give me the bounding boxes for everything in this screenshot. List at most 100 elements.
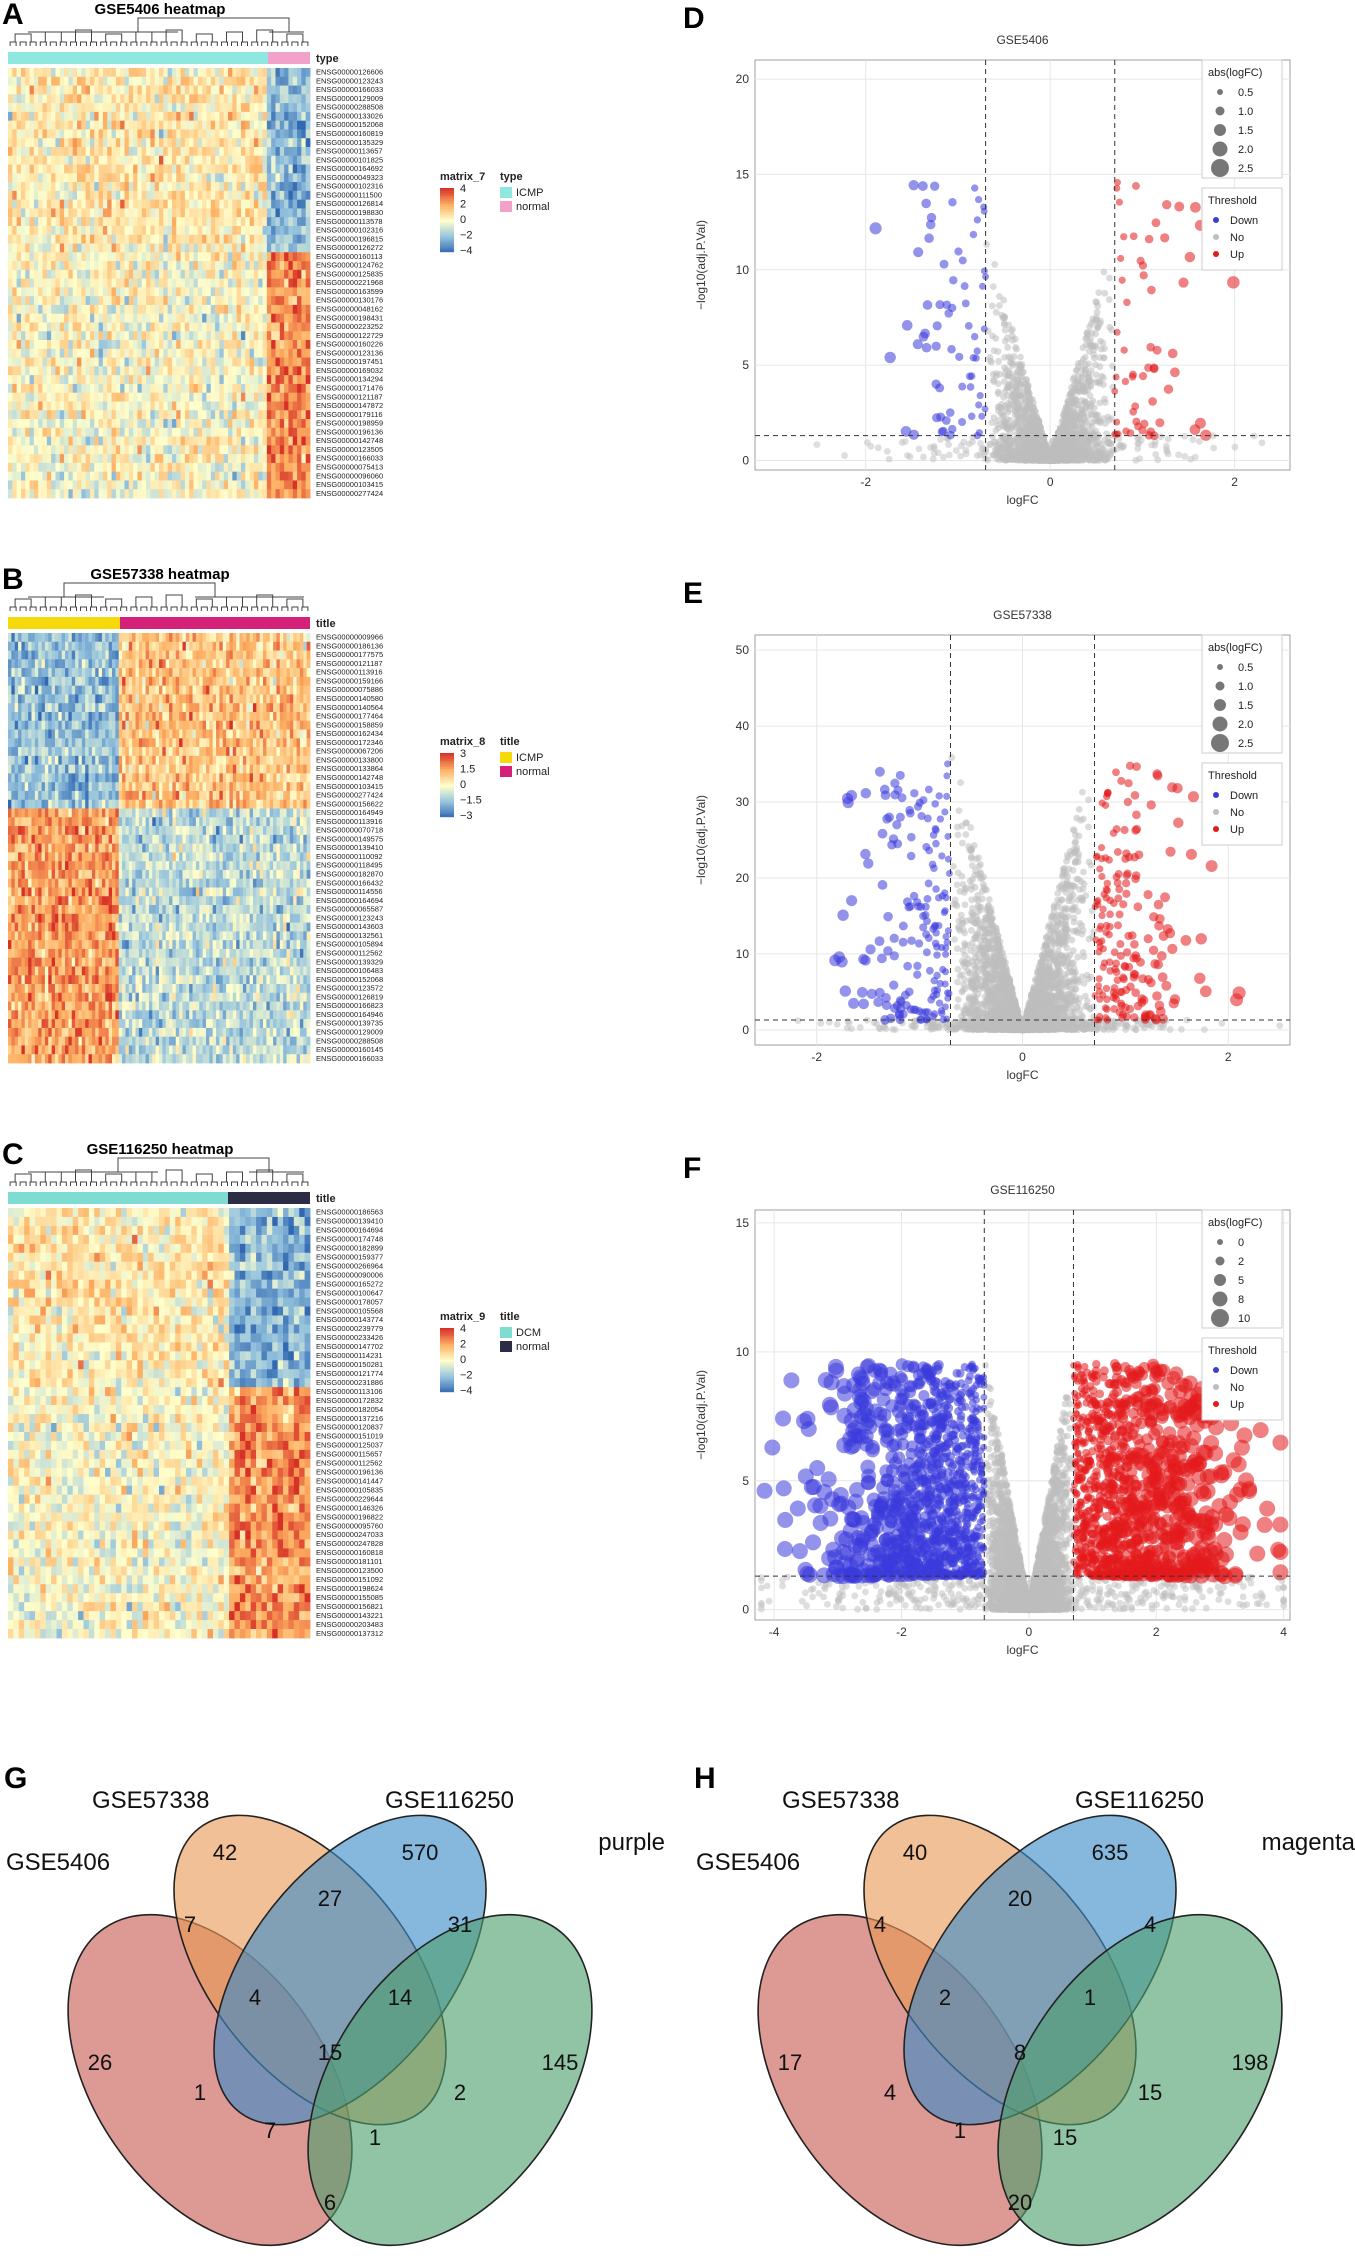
heatmap-cell	[125, 729, 130, 739]
heatmap-cell	[137, 462, 143, 473]
heatmap-cell	[44, 641, 49, 651]
heatmap-cell	[167, 296, 173, 306]
heatmap-cell	[193, 138, 199, 148]
heatmap-cell	[51, 480, 56, 490]
heatmap-cell	[51, 217, 56, 227]
heatmap-cell	[64, 471, 69, 481]
heatmap-cell	[297, 129, 302, 139]
heatmap-cell	[16, 313, 22, 323]
heatmap-cell	[55, 313, 61, 323]
heatmap-cell	[258, 111, 263, 122]
heatmap-cell	[182, 747, 187, 757]
heatmap-cell	[68, 436, 74, 446]
heatmap-cell	[305, 85, 311, 95]
heatmap-cell	[42, 103, 48, 113]
heatmap-cell	[215, 454, 220, 464]
heatmap-cell	[303, 641, 308, 651]
heatmap-cell	[81, 340, 87, 350]
heatmap-cell	[246, 694, 250, 704]
heatmap-cell	[240, 357, 246, 367]
heatmap-cell	[202, 348, 207, 358]
heatmap-cell	[64, 348, 69, 358]
heatmap-cell	[236, 366, 242, 376]
heatmap-cell	[219, 650, 224, 660]
heatmap-cell	[68, 489, 74, 499]
heatmap-cell	[85, 85, 91, 95]
heatmap-cell	[195, 729, 200, 739]
heatmap-cell	[197, 182, 203, 192]
heatmap-cell	[141, 138, 147, 148]
heatmap-cell	[171, 234, 177, 244]
heatmap-cell	[102, 164, 108, 174]
heatmap-cell	[215, 190, 220, 201]
heatmap-cell	[138, 685, 143, 695]
heatmap-cell	[163, 252, 169, 262]
heatmap-cell	[262, 103, 268, 113]
heatmap-cell	[297, 146, 302, 157]
heatmap-cell	[228, 138, 233, 148]
heatmap-cell	[77, 357, 82, 367]
heatmap-cell	[120, 146, 125, 157]
heatmap-cell	[242, 747, 247, 757]
heatmap-cell	[223, 287, 229, 297]
heatmap-cell	[167, 234, 173, 244]
heatmap-cell	[107, 340, 112, 350]
heatmap-cell	[135, 729, 140, 739]
heatmap-cell	[59, 208, 65, 218]
heatmap-cell	[51, 401, 56, 411]
heatmap-cell	[296, 668, 301, 678]
heatmap-cell	[102, 419, 108, 429]
heatmap-cell	[146, 76, 151, 86]
heatmap-cell	[94, 401, 99, 411]
heatmap-cell	[219, 738, 224, 748]
heatmap-cell	[266, 650, 271, 660]
heatmap-cell	[279, 366, 285, 376]
heatmap-cell	[46, 199, 52, 209]
heatmap-cell	[245, 375, 250, 385]
heatmap-cell	[55, 366, 61, 376]
heatmap-cell	[301, 304, 307, 315]
heatmap-cell	[98, 313, 104, 323]
heatmap-cell	[20, 296, 26, 306]
heatmap-cell	[266, 471, 272, 481]
heatmap-cell	[8, 650, 12, 660]
heatmap-cell	[8, 489, 13, 499]
heatmap-cell	[107, 111, 112, 122]
heatmap-cell	[118, 703, 123, 713]
heatmap-cell	[64, 366, 69, 376]
heatmap-cell	[141, 392, 147, 402]
heatmap-cell	[85, 269, 91, 280]
heatmap-cell	[38, 445, 43, 455]
heatmap-cell	[29, 304, 35, 315]
heatmap-cell	[246, 668, 250, 678]
heatmap-cell	[229, 720, 234, 730]
heatmap-cell	[95, 747, 99, 757]
heatmap-cell	[154, 304, 160, 315]
heatmap-cell	[167, 225, 173, 236]
heatmap-cell	[128, 676, 133, 687]
heatmap-cell	[176, 76, 181, 86]
heatmap-cell	[16, 419, 22, 429]
heatmap-cell	[25, 322, 30, 332]
heatmap-cell	[301, 322, 307, 332]
heatmap-cell	[171, 199, 177, 209]
heatmap-cell	[128, 738, 133, 748]
heatmap-cell	[169, 703, 173, 713]
heatmap-cell	[154, 261, 160, 271]
heatmap-cell	[192, 729, 197, 739]
heatmap-cell	[132, 747, 136, 757]
heatmap-cell	[239, 747, 244, 757]
heatmap-cell	[219, 173, 225, 183]
heatmap-cell	[263, 676, 267, 687]
heatmap-cell	[199, 747, 204, 757]
heatmap-cell	[223, 331, 229, 341]
heatmap-cell	[124, 68, 130, 78]
heatmap-cell	[55, 287, 61, 297]
heatmap-cell	[210, 357, 216, 367]
heatmap-cell	[111, 348, 117, 358]
heatmap-cell	[212, 659, 217, 669]
heatmap-cell	[189, 694, 193, 704]
heatmap-cell	[193, 155, 199, 165]
heatmap-cell	[189, 348, 194, 358]
heatmap-cell	[75, 676, 79, 687]
